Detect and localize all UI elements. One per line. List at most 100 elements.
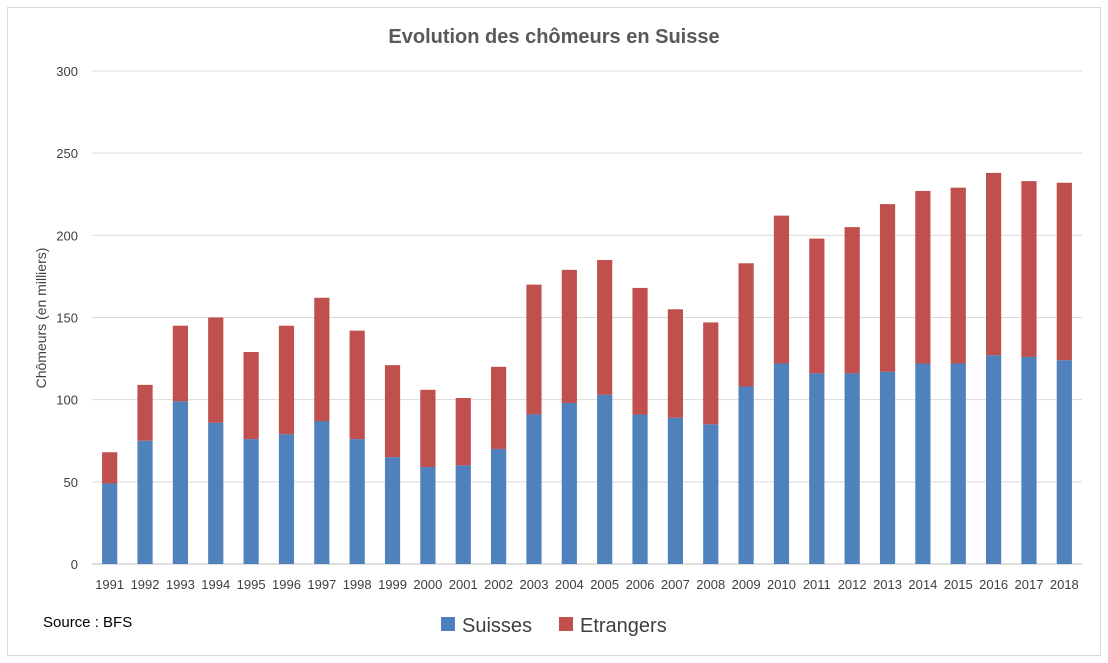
x-tick-label: 2001 — [449, 577, 478, 592]
x-tick-label: 2011 — [803, 577, 831, 592]
x-tick-label: 2000 — [413, 577, 442, 592]
source-note: Source : BFS — [43, 614, 132, 631]
legend: Suisses Etrangers — [441, 615, 667, 637]
grid-lines — [92, 70, 1082, 565]
bar-suisses-2011 — [809, 373, 825, 564]
x-tick-label: 2014 — [908, 577, 937, 592]
bar-suisses-2000 — [420, 467, 436, 564]
bar-suisses-1995 — [243, 439, 259, 564]
y-tick-label: 100 — [56, 393, 78, 408]
bar-suisses-2016 — [986, 355, 1002, 564]
x-tick-label: 2016 — [979, 577, 1008, 592]
y-tick-label: 300 — [56, 64, 78, 79]
bar-etrangers-2002 — [491, 366, 507, 449]
y-tick-label: 50 — [64, 475, 78, 490]
bar-etrangers-2013 — [879, 204, 896, 372]
bar-suisses-2006 — [632, 414, 648, 564]
bar-suisses-1991 — [102, 483, 118, 564]
x-tick-label: 1996 — [272, 577, 301, 592]
bar-suisses-2005 — [597, 394, 613, 564]
bar-suisses-2002 — [491, 448, 507, 564]
x-tick-label: 1993 — [166, 577, 195, 592]
bar-etrangers-1996 — [278, 325, 295, 435]
x-tick-label: 1998 — [343, 577, 372, 592]
x-tick-label: 1992 — [131, 577, 160, 592]
bar-etrangers-1992 — [137, 384, 153, 441]
bar-etrangers-2008 — [703, 322, 719, 425]
bar-etrangers-2004 — [561, 269, 577, 403]
bar-etrangers-2009 — [738, 263, 754, 387]
y-axis-label: Chômeurs (en milliers) — [33, 248, 49, 389]
bars — [102, 172, 1072, 564]
bar-etrangers-1997 — [314, 297, 330, 422]
x-tick-label: 2018 — [1050, 577, 1079, 592]
bar-etrangers-2010 — [773, 215, 790, 364]
x-tick-label: 1995 — [237, 577, 266, 592]
bar-etrangers-2014 — [915, 190, 931, 364]
legend-swatch-suisses — [441, 617, 455, 631]
bar-etrangers-2001 — [455, 398, 471, 466]
x-tick-label: 2006 — [626, 577, 655, 592]
bar-suisses-2003 — [526, 414, 542, 564]
bar-suisses-1998 — [349, 439, 365, 564]
x-tick-label: 2017 — [1015, 577, 1044, 592]
x-tick-label: 1991 — [95, 577, 124, 592]
bar-etrangers-2012 — [844, 227, 860, 374]
x-tick-label: 2005 — [590, 577, 619, 592]
bar-suisses-1997 — [314, 421, 330, 564]
x-tick-label: 2007 — [661, 577, 690, 592]
bar-etrangers-1998 — [349, 330, 365, 440]
bar-suisses-2009 — [738, 386, 754, 564]
bar-suisses-2013 — [879, 371, 896, 564]
x-tick-labels: 1991 1992 1993 1994 1995 1996 1997 1998 1999 2000… — [95, 577, 1079, 592]
x-tick-label: 2008 — [696, 577, 725, 592]
bar-suisses-2001 — [455, 465, 471, 564]
bar-suisses-2008 — [703, 424, 719, 564]
bar-etrangers-2006 — [632, 287, 648, 415]
bar-etrangers-1999 — [384, 365, 401, 458]
bar-suisses-2010 — [773, 363, 790, 564]
bar-suisses-2014 — [915, 363, 931, 564]
chart-title: Evolution des chômeurs en Suisse — [388, 26, 719, 48]
bar-etrangers-1994 — [208, 317, 224, 423]
bar-etrangers-2016 — [986, 172, 1002, 356]
bar-etrangers-1991 — [102, 452, 118, 484]
legend-label-etrangers: Etrangers — [580, 615, 667, 637]
y-tick-label: 0 — [71, 557, 78, 572]
bar-etrangers-2015 — [950, 187, 966, 364]
x-tick-label: 2009 — [732, 577, 761, 592]
y-tick-labels: 0 50 100 150 200 250 300 — [56, 64, 78, 572]
bar-etrangers-2017 — [1021, 181, 1037, 357]
x-tick-label: 1994 — [201, 577, 230, 592]
bar-suisses-2004 — [561, 402, 577, 564]
bar-suisses-2015 — [950, 363, 966, 564]
x-tick-label: 2004 — [555, 577, 584, 592]
bar-suisses-2012 — [844, 373, 860, 564]
x-tick-label: 2002 — [484, 577, 513, 592]
bar-etrangers-1995 — [243, 352, 259, 440]
y-tick-label: 200 — [56, 228, 78, 243]
x-tick-label: 2003 — [520, 577, 549, 592]
bar-suisses-2007 — [667, 417, 683, 564]
bar-suisses-2018 — [1056, 360, 1072, 564]
y-tick-label: 150 — [56, 311, 78, 326]
bar-suisses-1993 — [172, 401, 188, 564]
bar-suisses-1994 — [208, 422, 224, 564]
bar-etrangers-2018 — [1056, 182, 1072, 361]
bar-etrangers-1993 — [172, 325, 188, 402]
bar-etrangers-2000 — [420, 389, 436, 468]
y-tick-label: 250 — [56, 146, 78, 161]
bar-suisses-1999 — [384, 457, 401, 564]
x-tick-label: 2010 — [767, 577, 796, 592]
x-tick-label: 2013 — [873, 577, 902, 592]
bar-suisses-1992 — [137, 440, 153, 564]
legend-label-suisses: Suisses — [462, 615, 532, 637]
bar-suisses-1996 — [278, 434, 295, 564]
legend-swatch-etrangers — [559, 617, 573, 631]
bar-suisses-2017 — [1021, 356, 1037, 564]
bar-etrangers-2003 — [526, 284, 542, 415]
x-tick-label: 1999 — [378, 577, 407, 592]
x-tick-label: 2015 — [944, 577, 973, 592]
bar-etrangers-2005 — [597, 259, 613, 395]
